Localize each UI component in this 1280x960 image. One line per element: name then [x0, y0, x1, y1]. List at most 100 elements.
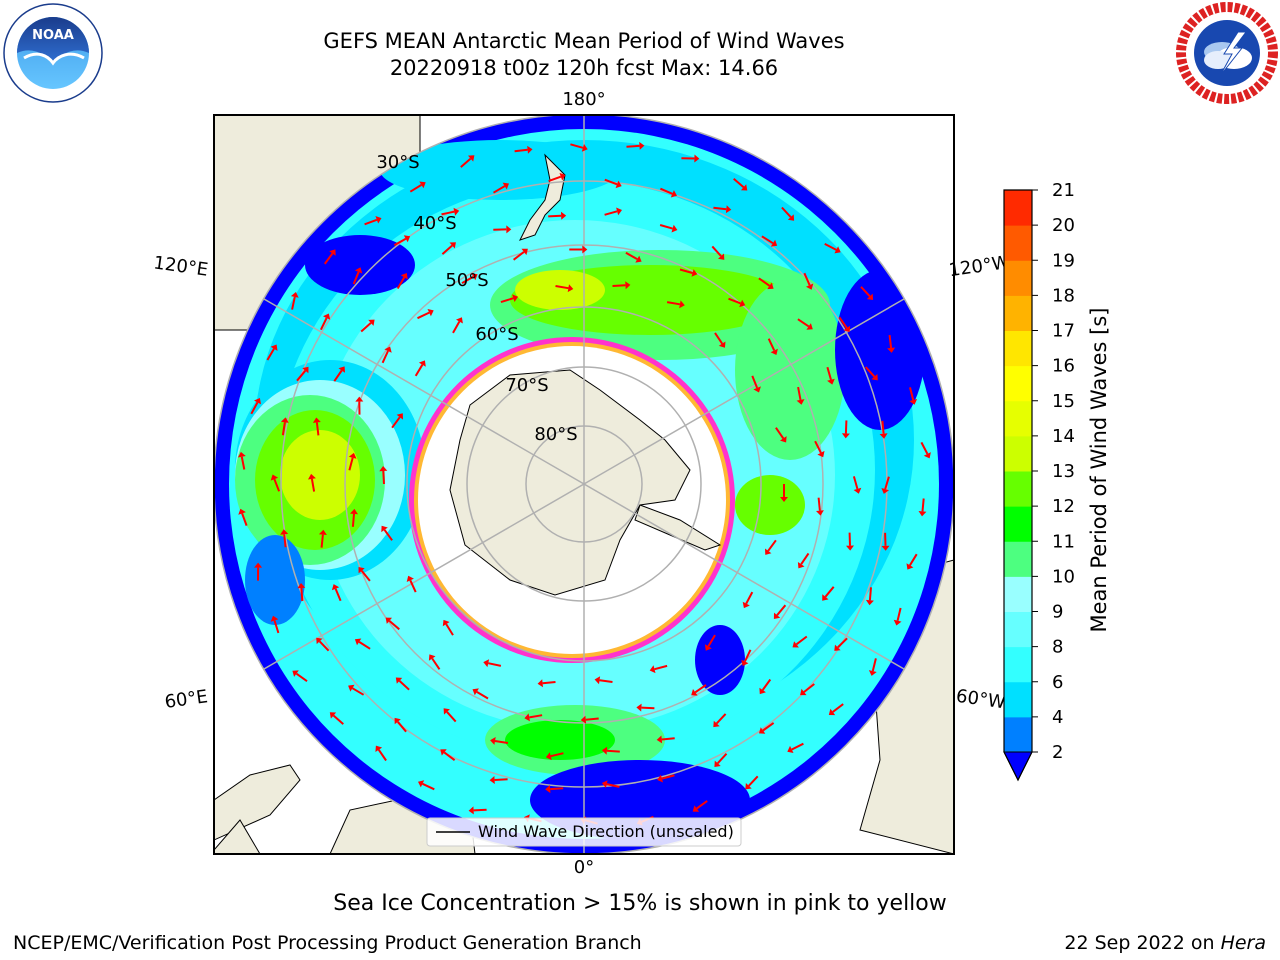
wind-arrow-shaft — [348, 457, 354, 471]
wind-arrow-shaft — [728, 297, 742, 305]
wind-arrow-head — [582, 245, 588, 254]
wind-arrow-head — [395, 677, 403, 684]
wind-arrow-head — [506, 225, 512, 234]
wind-arrow-head — [490, 737, 496, 745]
wind-arrow-head — [238, 508, 246, 515]
wind-arrow-head — [567, 284, 574, 293]
wind-arrow-head — [866, 293, 874, 300]
wind-arrow-head — [780, 497, 788, 502]
wind-arrow-head — [753, 386, 761, 393]
wind-arrow-head — [796, 399, 805, 405]
wind-arrow-head — [843, 325, 851, 333]
wind-arrow-head — [453, 207, 460, 216]
colorbar: 2 4 6 8 9 10 11 12 13 14 15 16 17 18 19 20 21 — [1003, 180, 1075, 782]
wind-arrow-head — [846, 545, 854, 551]
wind-arrow-shaft — [714, 332, 724, 345]
wind-arrow-head — [636, 703, 642, 712]
wind-arrow-shaft — [417, 311, 430, 320]
wind-arrow-head — [792, 641, 799, 648]
wind-arrow-shaft — [295, 672, 308, 683]
wind-arrow-shaft — [803, 683, 815, 693]
colorbar-bin — [1004, 541, 1032, 577]
wind-arrow-shaft — [393, 237, 407, 246]
wind-arrow-head — [909, 399, 918, 405]
colorbar-tick-label: 20 — [1052, 215, 1075, 236]
wind-arrow-shaft — [694, 684, 707, 694]
credit-right: 22 Sep 2022 on Hera — [1064, 932, 1266, 954]
wind-arrow-head — [871, 374, 878, 381]
wind-arrow-shaft — [381, 350, 389, 364]
colorbar-tick-label: 9 — [1052, 602, 1063, 623]
wind-arrow-shaft — [921, 498, 925, 512]
wind-arrow-head — [561, 211, 567, 220]
wind-arrow-head — [375, 745, 383, 752]
wind-arrow-shaft — [625, 251, 638, 260]
wind-arrow-head — [270, 344, 278, 351]
wind-arrow-head — [348, 452, 357, 459]
wind-arrow-shaft — [826, 366, 832, 381]
colorbar-bin — [1004, 365, 1032, 402]
wind-arrow-shaft — [334, 588, 342, 602]
wind-arrow-head — [714, 760, 721, 767]
wind-arrow-head — [853, 487, 862, 494]
wind-arrow-head — [691, 269, 698, 277]
colorbar-bin — [1004, 260, 1032, 296]
wind-arrow-shaft — [585, 717, 599, 721]
wind-arrow-head — [297, 583, 306, 589]
wind-arrow-head — [254, 398, 261, 405]
wind-arrow-shaft — [612, 284, 626, 287]
wind-arrow-shaft — [909, 387, 915, 401]
wind-arrow-head — [312, 417, 321, 423]
wind-arrow-head — [773, 612, 781, 619]
wind-arrow-shaft — [320, 534, 324, 548]
wind-arrow-head — [635, 255, 642, 263]
wind-arrow-shaft — [492, 185, 506, 194]
wind-arrow-shaft — [659, 224, 673, 230]
wind-arrow-shaft — [241, 513, 248, 526]
wind-arrow-head — [254, 562, 263, 568]
wind-arrow-head — [471, 273, 478, 281]
wind-arrow-shaft — [250, 401, 259, 415]
wind-arrow-shaft — [767, 338, 776, 351]
wind-arrow-head — [739, 299, 746, 308]
new-zealand-land — [519, 153, 566, 241]
wind-arrow-head — [428, 654, 436, 661]
wind-arrow-shaft — [514, 148, 528, 153]
wind-arrow-shaft — [641, 706, 655, 710]
wind-arrow-head — [797, 562, 805, 569]
colorbar-bin — [1004, 576, 1032, 612]
wind-arrow-shaft — [487, 662, 502, 667]
wind-arrow-shaft — [748, 775, 759, 787]
wind-arrow-head — [887, 347, 896, 353]
wind-arrow-head — [427, 309, 434, 317]
wind-arrow-head — [657, 774, 663, 783]
wind-arrow-head — [270, 474, 279, 481]
wind-arrow-head — [827, 378, 835, 385]
wind-arrow-shaft — [360, 570, 371, 582]
wind-arrow-head — [559, 172, 566, 181]
wind-arrow-head — [502, 182, 509, 190]
wind-arrow-shaft — [281, 422, 286, 436]
wind-arrow-shaft — [364, 218, 378, 226]
wind-arrow-head — [449, 242, 456, 249]
wind-arrow-head — [237, 451, 246, 458]
noaa-logo: NOAA — [3, 3, 103, 103]
wind-arrow-head — [537, 679, 543, 688]
wind-arrow-head — [489, 776, 495, 784]
lon-label-120w: 120°W — [947, 252, 1011, 281]
wind-arrow-shaft — [332, 714, 344, 725]
wind-arrow-head — [406, 575, 414, 582]
wind-arrow-shaft — [548, 175, 562, 183]
wind-arrow-shaft — [814, 440, 822, 454]
wind-arrow-shaft — [909, 553, 918, 566]
wind-arrow-shaft — [273, 620, 280, 634]
wind-arrow-shaft — [837, 637, 848, 649]
wind-arrow-head — [881, 545, 890, 551]
wind-arrow-shaft — [803, 272, 811, 286]
wind-arrow-head — [704, 644, 712, 651]
wind-arrow-shaft — [767, 539, 777, 552]
wind-arrow-shaft — [824, 243, 837, 251]
colorbar-tick-label: 16 — [1052, 356, 1075, 377]
wind-arrow-head — [396, 413, 403, 420]
wind-arrow-shaft — [476, 691, 489, 700]
